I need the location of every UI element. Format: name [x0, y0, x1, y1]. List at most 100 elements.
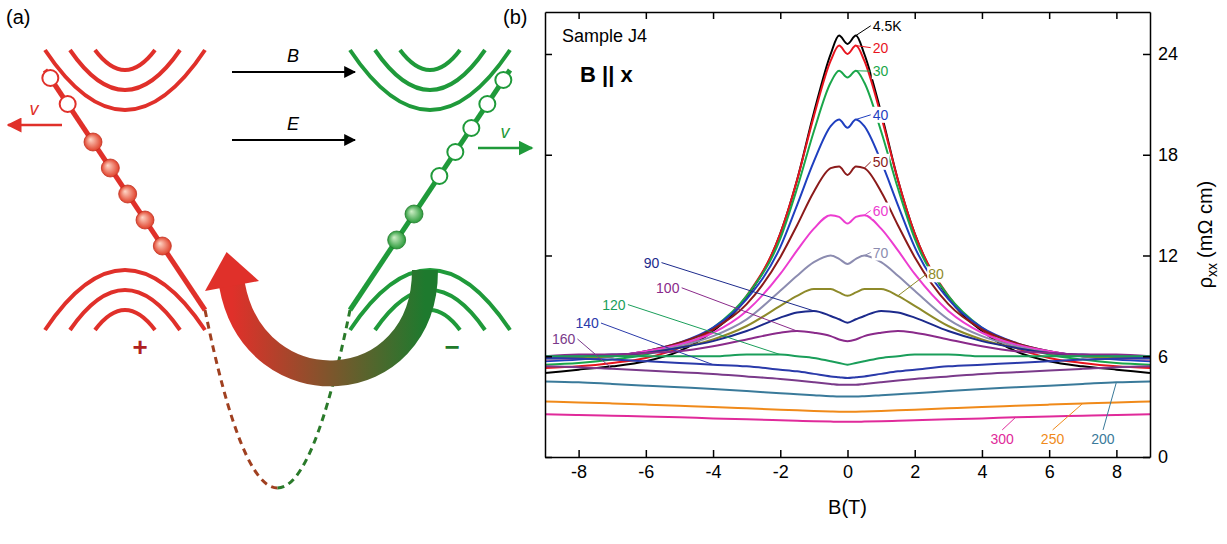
panel-b: (b)-8-6-4-20246806121824B(T)ρxx(mΩ cm)Sa… [503, 6, 1220, 518]
landau-level [45, 270, 205, 330]
landau-level [375, 50, 485, 90]
curve-label: 120 [602, 297, 626, 313]
landau-level [70, 50, 180, 90]
tick-label: 6 [1045, 462, 1055, 482]
leader-line [864, 211, 870, 216]
tick [1116, 12, 1117, 19]
leader-line [864, 162, 870, 168]
tick: 4 [977, 450, 987, 482]
label-patch [927, 266, 945, 282]
empty-state [495, 72, 511, 88]
tick-label: 0 [1158, 447, 1168, 467]
leaders [577, 26, 1116, 430]
leader-line [856, 26, 871, 36]
tick-mark [1049, 12, 1051, 19]
leader-line [856, 70, 871, 71]
label-patch [872, 245, 890, 261]
leader-line [856, 115, 871, 120]
series-line [545, 366, 1150, 384]
label-patch [1040, 431, 1066, 447]
tick-mark [1116, 450, 1118, 457]
tick: -8 [571, 450, 587, 482]
axis: 06121824 [1143, 13, 1178, 468]
tick-mark [578, 450, 580, 457]
leader-line [628, 305, 780, 355]
series-line [545, 255, 1150, 359]
filled-state [119, 185, 137, 203]
annotation: B || x [580, 62, 633, 87]
tick [646, 12, 647, 19]
landau-level [70, 290, 180, 330]
series-line [545, 414, 1150, 422]
tick-mark [982, 12, 984, 19]
empty-state [60, 96, 76, 112]
tick-label: 12 [1158, 246, 1178, 266]
tick-mark [545, 54, 552, 56]
axis-line [1150, 13, 1152, 458]
series-line [545, 355, 1150, 365]
y-axis-title-subscript: xx [1204, 263, 1220, 277]
label-patch [601, 297, 627, 313]
leader-line [864, 253, 870, 256]
tick-label: 24 [1158, 44, 1178, 64]
panel-a: (a)BEvv+− [6, 6, 532, 488]
tick-mark [1143, 356, 1150, 358]
series-line [545, 358, 1150, 378]
tick-label: 8 [1112, 462, 1122, 482]
x-axis-title: B(T) [828, 496, 867, 518]
tick [545, 155, 552, 156]
empty-state [463, 120, 479, 136]
label-patch [872, 203, 890, 219]
y-axis-title: ρxx (mΩ cm) [1194, 181, 1220, 289]
label-patch [872, 18, 903, 34]
velocity-arrow [478, 147, 532, 150]
tick-label: 2 [910, 462, 920, 482]
curve-label: 140 [575, 315, 599, 331]
tick-label: -4 [706, 462, 722, 482]
tick: 12 [1143, 246, 1178, 266]
tick-mark [545, 356, 552, 358]
empty-state [479, 96, 495, 112]
tick [848, 12, 849, 19]
field-label: E [287, 114, 300, 134]
tick-mark [545, 255, 552, 257]
tick: 24 [1143, 44, 1178, 64]
field-arrow [232, 71, 355, 73]
leader-line [898, 274, 926, 295]
series-line [545, 46, 1150, 368]
label-patch [551, 331, 577, 347]
filled-state [153, 237, 171, 255]
curve-label: 200 [1091, 431, 1115, 447]
series-lines [545, 36, 1150, 422]
y-axis-title-unit: (mΩ cm) [1194, 181, 1216, 258]
landau-level [95, 310, 155, 330]
tick-label: -6 [638, 462, 654, 482]
tick [545, 54, 552, 55]
series-line [545, 402, 1150, 412]
tick: -6 [638, 450, 654, 482]
filled-state [136, 211, 154, 229]
tick [545, 356, 552, 357]
series-line [545, 215, 1150, 359]
series-line [545, 119, 1150, 361]
series-line [545, 166, 1150, 359]
y-axis-title-symbol: ρ [1194, 277, 1216, 288]
tick-label: -2 [773, 462, 789, 482]
series-line [545, 311, 1150, 356]
tick-mark [545, 457, 552, 459]
series-line [545, 36, 1150, 374]
curve-label: 50 [873, 154, 889, 170]
tick-label: -8 [571, 462, 587, 482]
label-patch [1090, 431, 1116, 447]
curve-label: 250 [1041, 431, 1065, 447]
tick-mark [713, 450, 715, 457]
tick [780, 12, 781, 19]
tick: -2 [773, 450, 789, 482]
curve-label: 160 [552, 331, 576, 347]
tick [982, 12, 983, 19]
tick: 18 [1143, 145, 1178, 165]
empty-state [42, 70, 58, 86]
tick: -4 [706, 450, 722, 482]
filled-state [101, 159, 119, 177]
curve-label: 60 [873, 203, 889, 219]
